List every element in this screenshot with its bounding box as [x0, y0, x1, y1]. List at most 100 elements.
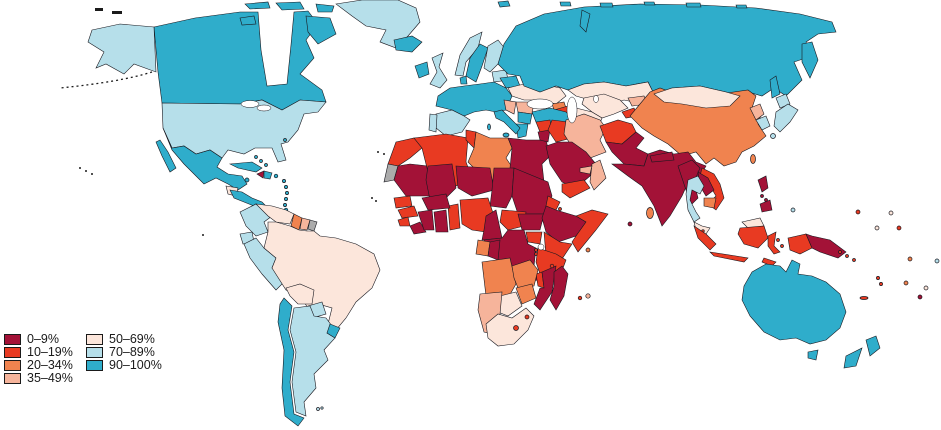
- country-chad: [489, 167, 515, 209]
- island-moluccas: [780, 244, 784, 248]
- nz-north-island: [865, 335, 881, 357]
- arctic-island-canada: [275, 1, 305, 11]
- country-pakistan: [605, 131, 649, 167]
- country-russia: [497, 3, 837, 97]
- island-bermuda: [283, 138, 287, 142]
- legend-item: 50–69%: [86, 333, 162, 345]
- baffin-island: [305, 15, 337, 45]
- island-taiwan: [750, 154, 756, 164]
- island-mindanao: [759, 199, 773, 213]
- country-suriname: [299, 217, 311, 231]
- country-portugal: [428, 113, 438, 133]
- country-uae: [579, 165, 593, 175]
- country-canada: [153, 10, 327, 111]
- island-antilles: [284, 185, 288, 189]
- country-burkina-faso: [421, 193, 451, 211]
- island-falklands: [320, 406, 324, 410]
- island-samoa: [934, 258, 940, 264]
- arctic-island-canada: [315, 3, 335, 13]
- arctic-fragments: [497, 0, 748, 9]
- legend-item: 70–89%: [86, 345, 162, 359]
- island-java: [709, 251, 749, 263]
- country-guinea: [397, 205, 419, 219]
- arctic-island: [643, 1, 656, 6]
- country-jordan: [537, 129, 551, 143]
- legend-label: 35–49%: [27, 371, 73, 385]
- country-ivory-coast: [417, 209, 435, 231]
- island-canary: [383, 153, 385, 155]
- island-kalimantan: [737, 225, 769, 249]
- country-united-kingdom: [429, 52, 448, 89]
- country-niger: [455, 165, 495, 197]
- country-djibouti: [558, 207, 562, 211]
- country-thailand: [685, 175, 705, 223]
- island-puerto-rico: [273, 173, 279, 179]
- country-iceland: [393, 35, 423, 53]
- island-antilles: [285, 191, 289, 195]
- country-alaska: [87, 23, 157, 75]
- island-sicily: [502, 132, 510, 138]
- caspian-sea: [566, 96, 578, 124]
- country-cambodia: [703, 197, 717, 209]
- island-new-caledonia: [859, 296, 869, 300]
- sakhalin-island: [769, 75, 781, 99]
- country-gabon: [475, 239, 491, 257]
- country-uruguay: [326, 323, 341, 339]
- legend-swatch: [4, 333, 21, 345]
- asia-group: [497, 3, 847, 267]
- country-norway: [454, 31, 483, 77]
- legend-swatch: [4, 372, 21, 384]
- island-solomon: [838, 250, 842, 254]
- baja-california: [155, 139, 177, 173]
- country-angola: [481, 257, 517, 299]
- legend: 0–9% 10–19% 20–34% 35–49% 50–69% 70–89% …: [4, 332, 162, 385]
- island-vanuatu: [876, 276, 880, 280]
- country-venezuela: [255, 203, 295, 225]
- region-togo-benin: [447, 203, 461, 231]
- europe-group: [393, 31, 567, 145]
- pacific-islands: [790, 207, 940, 300]
- black-sea: [526, 98, 554, 110]
- country-brazil: [263, 221, 381, 331]
- country-south-korea: [755, 115, 771, 131]
- country-argentina: [289, 305, 336, 417]
- legend-item: 10–19%: [4, 346, 76, 358]
- region-hungary-serbia: [503, 99, 517, 115]
- island-luzon: [757, 175, 769, 193]
- island-antilles: [284, 197, 288, 201]
- island-bahamas: [254, 155, 258, 159]
- island-palau: [790, 207, 796, 213]
- legend-item: 0–9%: [4, 332, 76, 346]
- region-west-papua: [787, 233, 813, 255]
- island-seychelles: [585, 247, 591, 253]
- arctic-island: [559, 1, 572, 7]
- country-north-korea: [749, 103, 765, 121]
- island-antilles: [283, 203, 287, 207]
- region-rwanda-burundi: [534, 248, 538, 252]
- country-mauritania: [393, 163, 431, 197]
- island-reunion: [577, 295, 583, 301]
- country-zimbabwe: [515, 283, 537, 305]
- country-yemen: [561, 179, 591, 199]
- aral-sea: [593, 95, 599, 103]
- south-america-group: [239, 203, 381, 427]
- legend-label: 70–89%: [109, 345, 155, 359]
- aleutian-islands: [59, 71, 153, 89]
- country-sri-lanka: [646, 207, 654, 219]
- country-lesotho: [513, 325, 519, 331]
- country-dominican-republic: [263, 170, 273, 180]
- country-mongolia: [653, 85, 741, 109]
- country-oman: [589, 159, 607, 191]
- legend-column-1: 0–9% 10–19% 20–34% 35–49%: [4, 332, 76, 385]
- island-bahamas: [264, 163, 268, 167]
- legend-label: 0–9%: [27, 332, 59, 346]
- island-mauritius: [585, 293, 591, 299]
- island-jamaica: [244, 177, 250, 183]
- country-bolivia: [285, 283, 315, 305]
- legend-item: 20–34%: [4, 359, 76, 371]
- legend-column-2: 50–69% 70–89% 90–100%: [86, 333, 162, 383]
- country-morocco: [387, 137, 423, 167]
- legend-item: 35–49%: [4, 371, 76, 385]
- country-chile: [277, 297, 305, 427]
